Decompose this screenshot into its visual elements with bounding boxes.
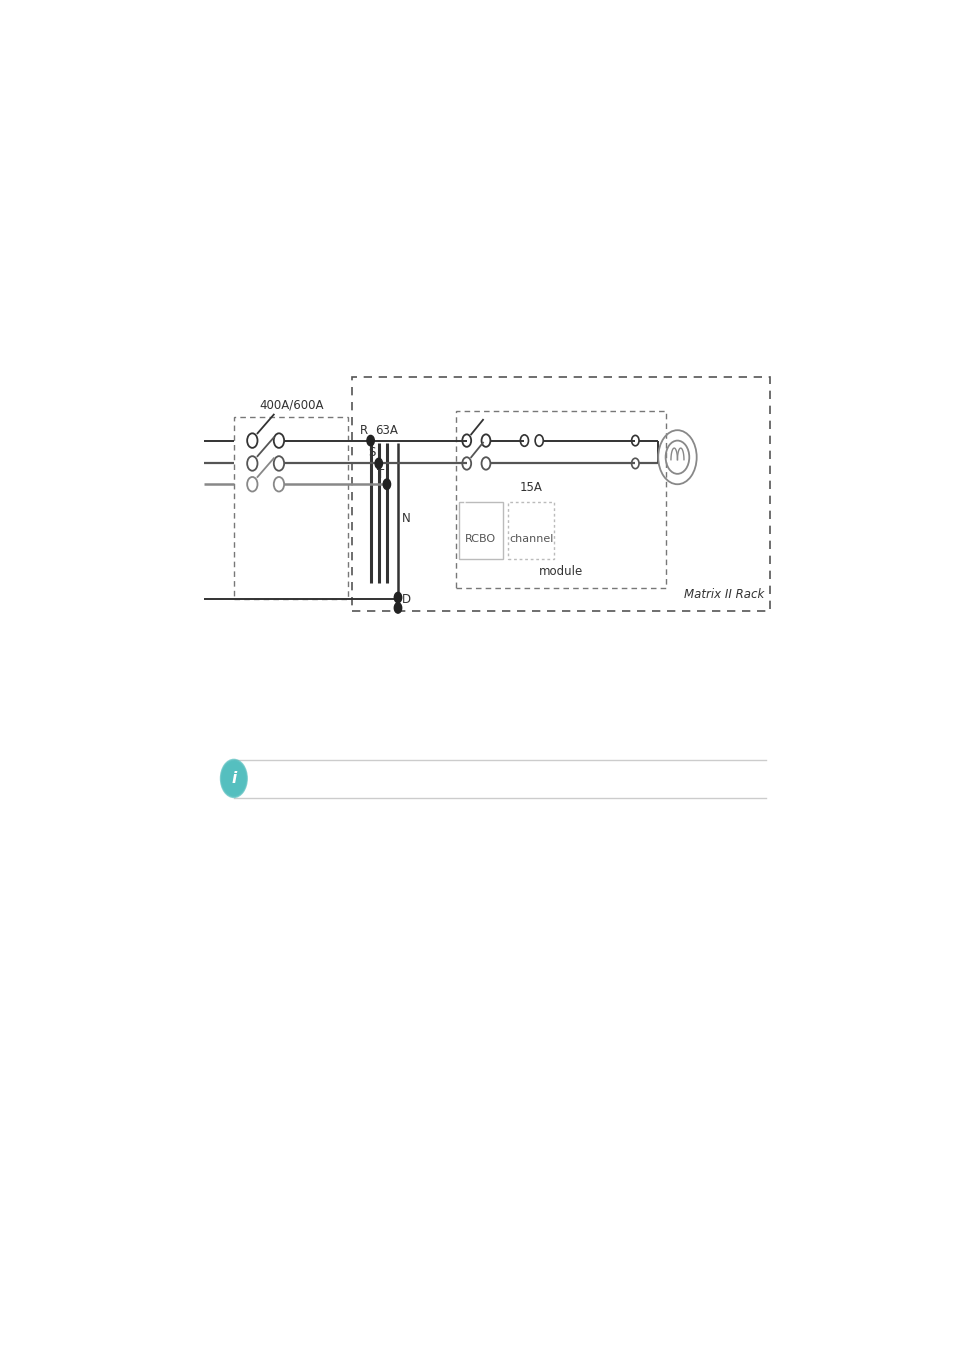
- Circle shape: [224, 765, 243, 791]
- Bar: [508, 502, 554, 559]
- Circle shape: [221, 760, 246, 796]
- Circle shape: [219, 759, 248, 798]
- Circle shape: [226, 768, 241, 788]
- Circle shape: [229, 772, 238, 786]
- Bar: [233, 417, 348, 598]
- Circle shape: [226, 767, 242, 790]
- Circle shape: [394, 593, 401, 602]
- Circle shape: [221, 761, 246, 795]
- Circle shape: [223, 763, 244, 794]
- Circle shape: [227, 769, 240, 788]
- Text: module: module: [538, 564, 582, 578]
- Circle shape: [383, 479, 390, 490]
- Circle shape: [228, 771, 239, 786]
- Text: S: S: [368, 447, 375, 459]
- Text: D: D: [401, 593, 411, 606]
- Circle shape: [224, 764, 244, 792]
- Circle shape: [220, 760, 247, 798]
- Text: i: i: [231, 771, 236, 786]
- Text: RCBO: RCBO: [465, 535, 496, 544]
- Circle shape: [222, 763, 245, 794]
- Bar: [352, 377, 769, 612]
- Text: Matrix II Rack: Matrix II Rack: [683, 587, 763, 601]
- Circle shape: [233, 776, 235, 780]
- Bar: [458, 502, 502, 559]
- Text: R: R: [359, 424, 367, 437]
- Circle shape: [231, 774, 237, 783]
- Bar: [456, 412, 665, 589]
- Circle shape: [232, 775, 235, 782]
- Circle shape: [230, 772, 237, 784]
- Text: 400A/600A: 400A/600A: [258, 398, 323, 412]
- Circle shape: [225, 767, 242, 791]
- Circle shape: [228, 769, 239, 787]
- Text: 63A: 63A: [375, 424, 397, 437]
- Circle shape: [394, 602, 401, 613]
- Circle shape: [231, 775, 236, 782]
- Text: 15A: 15A: [519, 481, 542, 494]
- Text: channel: channel: [508, 535, 553, 544]
- Circle shape: [367, 436, 374, 446]
- Text: T: T: [376, 468, 383, 481]
- Text: N: N: [401, 512, 410, 525]
- Circle shape: [375, 458, 382, 468]
